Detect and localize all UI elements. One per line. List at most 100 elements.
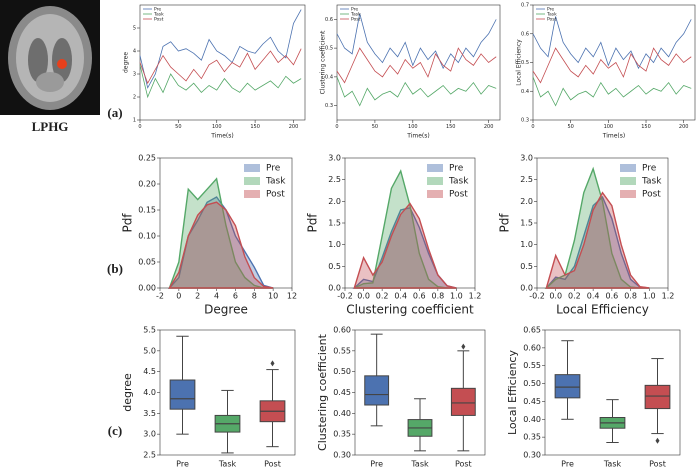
- x-tick-label: 0.4: [394, 292, 407, 301]
- y-tick-label: 5.5: [143, 326, 156, 335]
- plot-frame: [139, 4, 306, 121]
- legend-label: Pre: [351, 7, 358, 13]
- legend-label: Pre: [266, 164, 281, 174]
- x-tick-label: Pre: [370, 460, 383, 469]
- x-axis-label: Degree: [204, 303, 248, 317]
- y-tick-label: 0.00: [138, 284, 156, 293]
- legend-swatch: [620, 190, 636, 198]
- y-tick-label: 0.40: [523, 415, 541, 424]
- y-tick-label: 0.45: [523, 397, 541, 406]
- y-tick-label: 0.35: [523, 433, 541, 442]
- legend-label: Post: [642, 190, 661, 200]
- series-line: [532, 16, 692, 70]
- y-tick-label: 5.0: [143, 346, 156, 355]
- y-tick-label: 1: [133, 118, 136, 124]
- x-tick-label: 0.8: [624, 292, 637, 301]
- y-tick-label: 1.5: [520, 219, 533, 228]
- x-tick-label: 1.0: [643, 292, 656, 301]
- y-axis-label: Pdf: [121, 213, 135, 233]
- x-tick-label: Task: [218, 460, 237, 469]
- density-area: [168, 201, 274, 289]
- legend-label: Task: [153, 12, 164, 18]
- y-tick-label: 0.65: [523, 326, 541, 335]
- x-tick-label: Task: [410, 460, 429, 469]
- y-tick-label: 2.0: [328, 197, 341, 206]
- y-tick-label: 0.55: [523, 361, 541, 370]
- legend-swatch: [427, 164, 443, 172]
- series-line: [532, 47, 692, 84]
- image-label: LPHG: [32, 119, 69, 134]
- y-tick-label: 0.5: [520, 262, 533, 271]
- x-tick-label: 0: [335, 124, 338, 130]
- y-tick-label: 0.5: [328, 262, 341, 271]
- y-axis-label: Pdf: [498, 213, 512, 233]
- x-tick-label: 150: [641, 124, 651, 130]
- flier: [461, 343, 466, 350]
- y-axis-label: Local Efficiency: [506, 350, 519, 435]
- y-tick-label: 0.10: [138, 232, 156, 241]
- x-tick-label: 1.2: [662, 292, 675, 301]
- y-tick-label: 0.45: [333, 388, 351, 397]
- x-tick-label: 2: [195, 292, 200, 301]
- plot-frame: [336, 4, 501, 121]
- y-tick-label: 0.5: [521, 60, 529, 66]
- y-tick-label: 2.0: [520, 197, 533, 206]
- y-tick-label: 3.0: [143, 430, 156, 439]
- y-tick-label: 0.7: [521, 3, 529, 9]
- y-tick-label: 0.15: [138, 206, 156, 215]
- y-tick-label: 0.40: [333, 409, 351, 418]
- legend-label: Task: [641, 177, 662, 187]
- legend-label: Pre: [642, 164, 657, 174]
- y-tick-label: 0.6: [325, 17, 333, 23]
- x-axis-label: Local Efficiency: [556, 303, 649, 317]
- y-tick-label: 0.0: [520, 284, 533, 293]
- y-tick-label: 4.0: [143, 388, 156, 397]
- x-tick-label: 0: [176, 292, 181, 301]
- y-tick-label: 1.0: [328, 240, 341, 249]
- x-tick-label: 100: [408, 124, 418, 130]
- legend-swatch: [620, 164, 636, 172]
- density-area: [545, 191, 650, 289]
- legend-label: Post: [266, 190, 285, 200]
- y-tick-label: 4.5: [143, 367, 156, 376]
- plot-frame: [544, 329, 681, 456]
- series-line: [336, 76, 497, 107]
- x-tick-label: 0.6: [413, 292, 426, 301]
- y-axis-label: Local Efficiency: [516, 39, 523, 86]
- x-tick-label: 150: [250, 124, 260, 130]
- legend-label: Task: [546, 12, 557, 18]
- legend-label: Task: [448, 177, 469, 187]
- y-tick-label: 2.5: [520, 175, 533, 184]
- x-tick-label: 12: [287, 292, 297, 301]
- x-tick-label: 200: [289, 124, 299, 130]
- legend-label: Post: [547, 17, 557, 23]
- x-tick-label: 10: [268, 292, 278, 301]
- y-tick-label: 0.0: [328, 284, 341, 293]
- series-line: [139, 48, 302, 85]
- x-tick-label: Task: [603, 460, 622, 469]
- y-tick-label: 1.0: [520, 240, 533, 249]
- legend-label: Task: [350, 12, 361, 18]
- y-tick-label: 0.50: [523, 379, 541, 388]
- x-axis-label: Time(s): [210, 133, 234, 140]
- series-line: [532, 76, 692, 107]
- y-tick-label: 0.3: [521, 118, 529, 124]
- y-tick-label: 0.3: [325, 103, 333, 109]
- x-tick-label: Post: [264, 460, 281, 469]
- legend-swatch: [244, 164, 260, 172]
- legend-label: Post: [351, 17, 361, 23]
- y-axis-label: Clustering coefficient: [320, 30, 327, 94]
- x-tick-label: 50: [567, 124, 573, 130]
- panel-label: (a): [107, 105, 122, 120]
- x-axis-label: Time(s): [602, 133, 626, 140]
- y-tick-label: 0.50: [333, 367, 351, 376]
- flier: [270, 360, 275, 367]
- series-line: [139, 9, 302, 89]
- series-line: [336, 13, 497, 70]
- y-axis-label: degree: [123, 52, 130, 73]
- legend-label: Pre: [154, 7, 161, 13]
- x-axis-label: Time(s): [406, 133, 430, 140]
- legend-label: Post: [449, 190, 468, 200]
- series-line: [336, 47, 497, 84]
- x-tick-label: Post: [455, 460, 472, 469]
